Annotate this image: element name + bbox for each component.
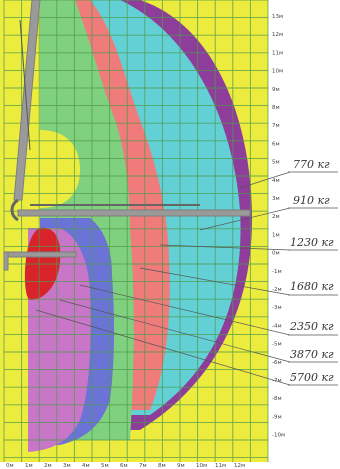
y-tick-label: -9м [272, 414, 282, 420]
x-axis-labels: 0м 1м 2м 3м 4м 5м 6м 7м 8м 9м 10м 11м 12м [6, 463, 245, 469]
y-tick-label: -8м [272, 396, 282, 402]
y-tick-label: 3м [272, 196, 280, 202]
crane-boom [17, 209, 251, 217]
y-tick-label: -7м [272, 378, 282, 384]
load-captions: 770 кг 910 кг 1230 кг 1680 кг 2350 кг 38… [288, 158, 338, 386]
x-tick-label: 10м [196, 463, 207, 469]
y-tick-label: 7м [272, 123, 280, 129]
x-tick-label: 9м [177, 463, 185, 469]
y-tick-label: 4м [272, 178, 280, 184]
y-tick-label: -2м [272, 287, 282, 293]
y-tick-label: -1м [272, 269, 282, 275]
load-label: 2350 кг [289, 320, 334, 333]
crane-mast [13, 0, 41, 201]
x-tick-label: 2м [44, 463, 52, 469]
y-tick-label: -5м [272, 342, 282, 348]
y-tick-label: -4м [272, 323, 282, 329]
grid [3, 0, 269, 462]
load-label: 3870 кг [290, 348, 334, 361]
crane-base [3, 251, 77, 258]
y-tick-label: 0м [272, 251, 280, 257]
y-tick-label: 2м [272, 214, 280, 220]
y-tick-label: 5м [272, 160, 280, 166]
y-tick-label: -10м [272, 433, 285, 439]
x-tick-label: 4м [82, 463, 90, 469]
load-label: 5700 кг [290, 371, 334, 384]
y-tick-label: 11м [272, 50, 283, 56]
x-tick-label: 12м [234, 463, 245, 469]
x-tick-label: 8м [158, 463, 166, 469]
crane [3, 0, 251, 271]
x-tick-label: 7м [139, 463, 147, 469]
y-tick-label: 1м [272, 232, 280, 238]
y-tick-label: 6м [272, 141, 280, 147]
y-tick-label: -3м [272, 305, 282, 311]
x-tick-label: 0м [6, 463, 14, 469]
y-axis-labels: 13м 12м 11м 10м 9м 8м 7м 6м 5м 4м 3м 2м 1м 0м -1м -2м -3… [272, 14, 285, 439]
x-tick-label: 1м [25, 463, 33, 469]
y-tick-label: 10м [272, 69, 283, 75]
load-label: 1680 кг [290, 280, 334, 293]
x-tick-label: 5м [101, 463, 109, 469]
y-tick-label: -6м [272, 360, 282, 366]
mast-clearance [40, 130, 80, 208]
x-tick-label: 6м [120, 463, 128, 469]
load-label: 1230 кг [290, 236, 334, 249]
leader-lines [35, 171, 291, 386]
load-label: 770 кг [293, 158, 330, 171]
x-tick-label: 11м [215, 463, 226, 469]
y-tick-label: 8м [272, 105, 280, 111]
x-tick-label: 3м [63, 463, 71, 469]
y-tick-label: 12м [272, 32, 283, 38]
load-label: 910 кг [293, 194, 330, 207]
y-tick-label: 9м [272, 87, 280, 93]
y-tick-label: 13м [272, 14, 283, 20]
